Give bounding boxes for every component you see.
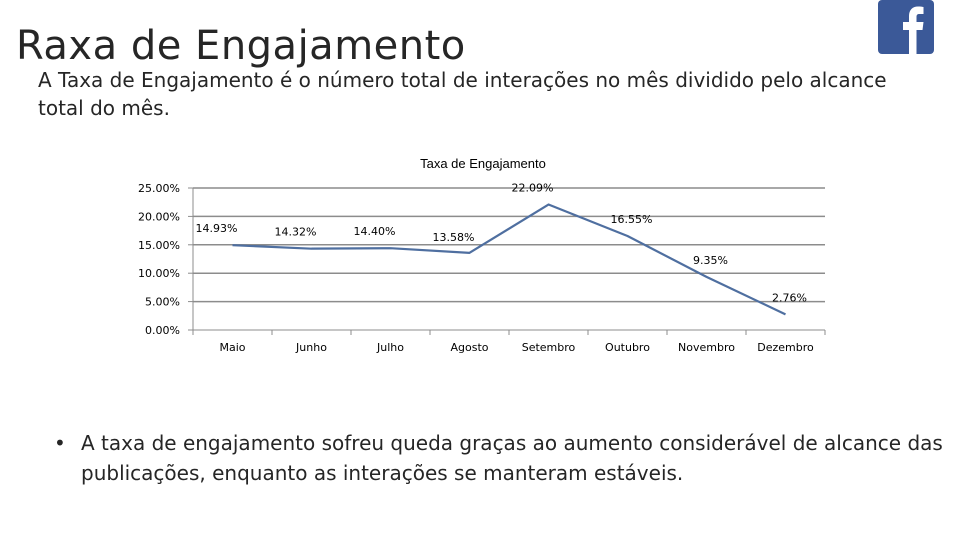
data-label: 14.32% xyxy=(275,226,317,239)
series-line xyxy=(232,203,786,316)
chart-title: Taxa de Engajamento xyxy=(420,156,546,171)
facebook-icon xyxy=(878,0,934,54)
y-tick-label: 0.00% xyxy=(145,324,180,337)
slide-title: Raxa de Engajamento xyxy=(16,23,466,69)
y-tick-label: 5.00% xyxy=(145,296,180,309)
x-tick-label: Julho xyxy=(376,341,404,354)
x-tick-label: Dezembro xyxy=(757,341,814,354)
bullet-dot: • xyxy=(54,431,66,455)
y-tick-label: 10.00% xyxy=(138,267,180,280)
data-label: 16.55% xyxy=(611,213,653,226)
data-label: 14.40% xyxy=(354,225,396,238)
bullet-note: • A taxa de engajamento sofreu queda gra… xyxy=(54,428,951,488)
x-tick-label: Novembro xyxy=(678,341,735,354)
data-label: 22.09% xyxy=(512,182,554,195)
x-tick-label: Junho xyxy=(295,341,327,354)
data-label: 13.58% xyxy=(433,231,475,244)
slide-subtitle: A Taxa de Engajamento é o número total d… xyxy=(38,68,887,120)
data-label: 2.76% xyxy=(772,291,807,304)
x-tick-label: Outubro xyxy=(605,341,650,354)
y-tick-label: 20.00% xyxy=(138,210,180,223)
data-label: 14.93% xyxy=(196,222,238,235)
x-tick-label: Agosto xyxy=(450,341,488,354)
x-tick-label: Maio xyxy=(219,341,245,354)
bullet-text: A taxa de engajamento sofreu queda graça… xyxy=(81,431,943,485)
x-tick-label: Setembro xyxy=(522,341,576,354)
y-tick-label: 15.00% xyxy=(138,239,180,252)
y-tick-label: 25.00% xyxy=(138,182,180,195)
engagement-line-chart: Taxa de Engajamento 0.00% 5.00% 10.00% 15.0… xyxy=(138,156,826,354)
data-label: 9.35% xyxy=(693,254,728,267)
